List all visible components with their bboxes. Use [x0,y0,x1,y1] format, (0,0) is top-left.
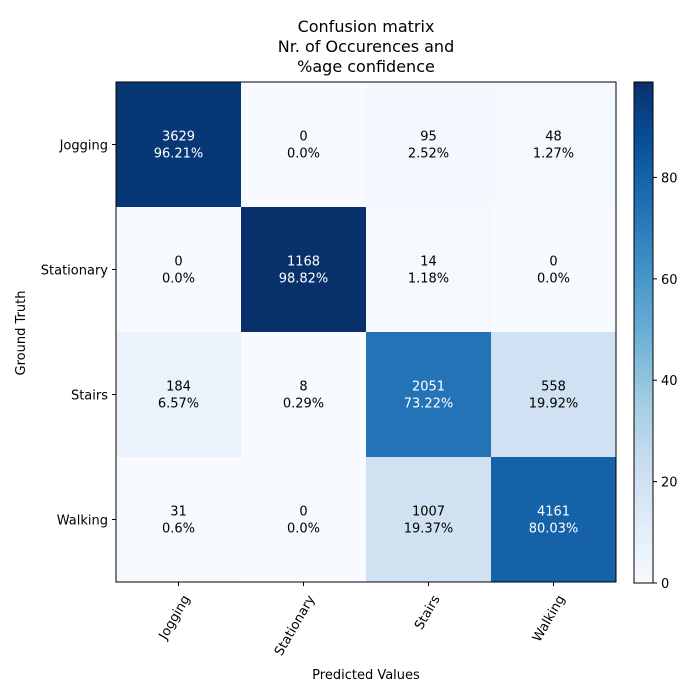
cell-percent-label: 1.18% [408,272,449,287]
cell-percent-label: 0.0% [537,272,570,287]
heatmap-cell [366,207,491,332]
heatmap-cell [116,207,241,332]
colorbar [633,81,654,584]
heatmap-cell [366,82,491,207]
cell-percent-label: 2.52% [408,147,449,162]
cell-percent-label: 80.03% [529,522,579,537]
y-tick-label: Walking [57,514,108,529]
heatmap-cell [241,332,366,457]
cell-percent-label: 19.37% [404,522,454,537]
cell-percent-label: 0.29% [283,397,324,412]
heatmap-cell [241,457,366,582]
plot-frame [115,81,617,583]
cell-count-label: 8 [299,380,307,395]
y-tick-label: Stairs [71,389,108,404]
title-line: %age confidence [297,57,435,76]
heatmap-cell [116,457,241,582]
cell-percent-label: 19.92% [529,397,579,412]
y-tick-label: Jogging [59,139,108,154]
cell-percent-label: 0.0% [287,147,320,162]
heatmap-cell [116,82,241,207]
y-axis-label: Ground Truth [14,291,29,376]
x-tick-label: Stairs [412,593,444,633]
colorbar-tick-label: 20 [661,476,678,491]
cell-count-label: 1007 [412,505,445,520]
cell-count-label: 95 [420,130,437,145]
cell-labels: 3629 96.21% 0 0.0% 95 2.52% 48 1.27% 0 0.0% 1168 98… [154,130,579,537]
title-line: Confusion matrix [298,17,435,36]
heatmap-cell [241,82,366,207]
cell-count-label: 0 [299,130,307,145]
x-tick-label: Jogging [156,593,194,643]
cell-count-label: 0 [299,505,307,520]
cell-count-label: 558 [541,380,566,395]
cell-percent-label: 0.6% [162,522,195,537]
cell-percent-label: 98.82% [279,272,329,287]
cell-percent-label: 0.0% [162,272,195,287]
cell-count-label: 2051 [412,380,445,395]
colorbar-tick-label: 60 [661,273,678,288]
cell-percent-label: 96.21% [154,147,204,162]
cell-count-label: 1168 [287,255,320,270]
heatmap-cell [491,207,616,332]
cell-count-label: 3629 [162,130,195,145]
heatmap-cell [491,82,616,207]
cell-count-label: 0 [549,255,557,270]
x-tick-label: Stationary [272,593,319,659]
cell-percent-label: 0.0% [287,522,320,537]
heatmap-cell [366,332,491,457]
colorbar-ticks: 0 20 40 60 80 [653,171,678,592]
cell-count-label: 31 [170,505,187,520]
x-axis-label: Predicted Values [312,668,420,683]
colorbar-tick-label: 0 [661,577,669,592]
heatmap-cell [491,332,616,457]
cell-count-label: 14 [420,255,437,270]
cell-count-label: 48 [545,130,562,145]
cell-count-label: 0 [174,255,182,270]
x-tick-label: Walking [530,593,569,645]
cell-percent-label: 73.22% [404,397,454,412]
heatmap-cell [116,332,241,457]
heatmap-cell [241,207,366,332]
title-line: Nr. of Occurences and [278,37,454,56]
colorbar-tick-label: 80 [661,171,678,186]
colorbar-tick-label: 40 [661,374,678,389]
heatmap-cell [366,457,491,582]
cell-count-label: 4161 [537,505,570,520]
heatmap-cells [116,82,616,582]
heatmap-cell [491,457,616,582]
cell-percent-label: 1.27% [533,147,574,162]
cell-count-label: 184 [166,380,191,395]
x-axis-ticks: Jogging Stationary Stairs Walking [156,582,569,659]
y-tick-label: Stationary [41,264,109,279]
y-axis-ticks: Jogging Stationary Stairs Walking [41,139,116,529]
cell-percent-label: 6.57% [158,397,199,412]
